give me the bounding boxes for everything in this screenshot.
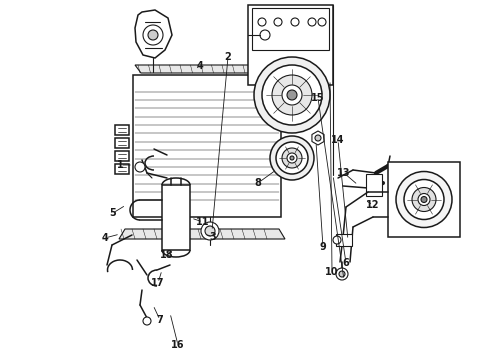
Circle shape	[270, 136, 314, 180]
Text: 16: 16	[171, 340, 185, 350]
Circle shape	[274, 18, 282, 26]
Circle shape	[282, 148, 302, 168]
Circle shape	[291, 18, 299, 26]
Text: 2: 2	[224, 52, 231, 62]
Circle shape	[404, 180, 444, 220]
Circle shape	[318, 18, 326, 26]
Text: 4: 4	[196, 61, 203, 71]
Circle shape	[148, 30, 158, 40]
Circle shape	[143, 25, 163, 45]
Circle shape	[396, 171, 452, 228]
Circle shape	[272, 75, 312, 115]
Text: 12: 12	[366, 200, 380, 210]
Text: 17: 17	[151, 278, 165, 288]
Circle shape	[333, 236, 341, 244]
Text: 7: 7	[157, 315, 163, 325]
Text: 8: 8	[255, 178, 262, 188]
Bar	[336, 234, 352, 246]
Text: 4: 4	[101, 233, 108, 243]
Circle shape	[262, 65, 322, 125]
Circle shape	[260, 30, 270, 40]
Bar	[115, 125, 129, 135]
Bar	[133, 75, 281, 217]
Polygon shape	[119, 229, 285, 239]
Circle shape	[205, 226, 215, 236]
Circle shape	[276, 142, 308, 174]
Text: 18: 18	[160, 250, 174, 260]
Text: 10: 10	[325, 267, 339, 277]
Text: 5: 5	[110, 208, 117, 218]
Text: 13: 13	[337, 168, 351, 178]
Text: 15: 15	[311, 93, 325, 103]
Circle shape	[287, 153, 297, 163]
Bar	[162, 185, 190, 250]
Bar	[115, 164, 129, 174]
Circle shape	[412, 188, 436, 211]
Text: 1: 1	[117, 160, 123, 170]
Circle shape	[421, 197, 427, 202]
Circle shape	[336, 268, 348, 280]
Circle shape	[290, 156, 294, 160]
Text: 14: 14	[331, 135, 345, 145]
Bar	[388, 162, 460, 237]
Text: 6: 6	[343, 258, 349, 268]
Circle shape	[282, 85, 302, 105]
Circle shape	[135, 162, 145, 172]
Text: 11: 11	[196, 217, 210, 227]
Circle shape	[308, 18, 316, 26]
Bar	[252, 8, 329, 50]
Circle shape	[287, 90, 297, 100]
Text: 3: 3	[210, 232, 217, 242]
Circle shape	[258, 18, 266, 26]
Circle shape	[315, 135, 321, 141]
Polygon shape	[135, 65, 283, 73]
Circle shape	[201, 222, 219, 240]
Circle shape	[143, 317, 151, 325]
Polygon shape	[135, 10, 172, 58]
Circle shape	[254, 57, 330, 133]
Circle shape	[339, 271, 345, 277]
Text: 9: 9	[319, 242, 326, 252]
Bar	[366, 174, 382, 196]
Polygon shape	[312, 131, 324, 145]
Circle shape	[418, 194, 430, 206]
Bar	[115, 151, 129, 161]
Bar	[115, 138, 129, 148]
Bar	[248, 5, 333, 85]
